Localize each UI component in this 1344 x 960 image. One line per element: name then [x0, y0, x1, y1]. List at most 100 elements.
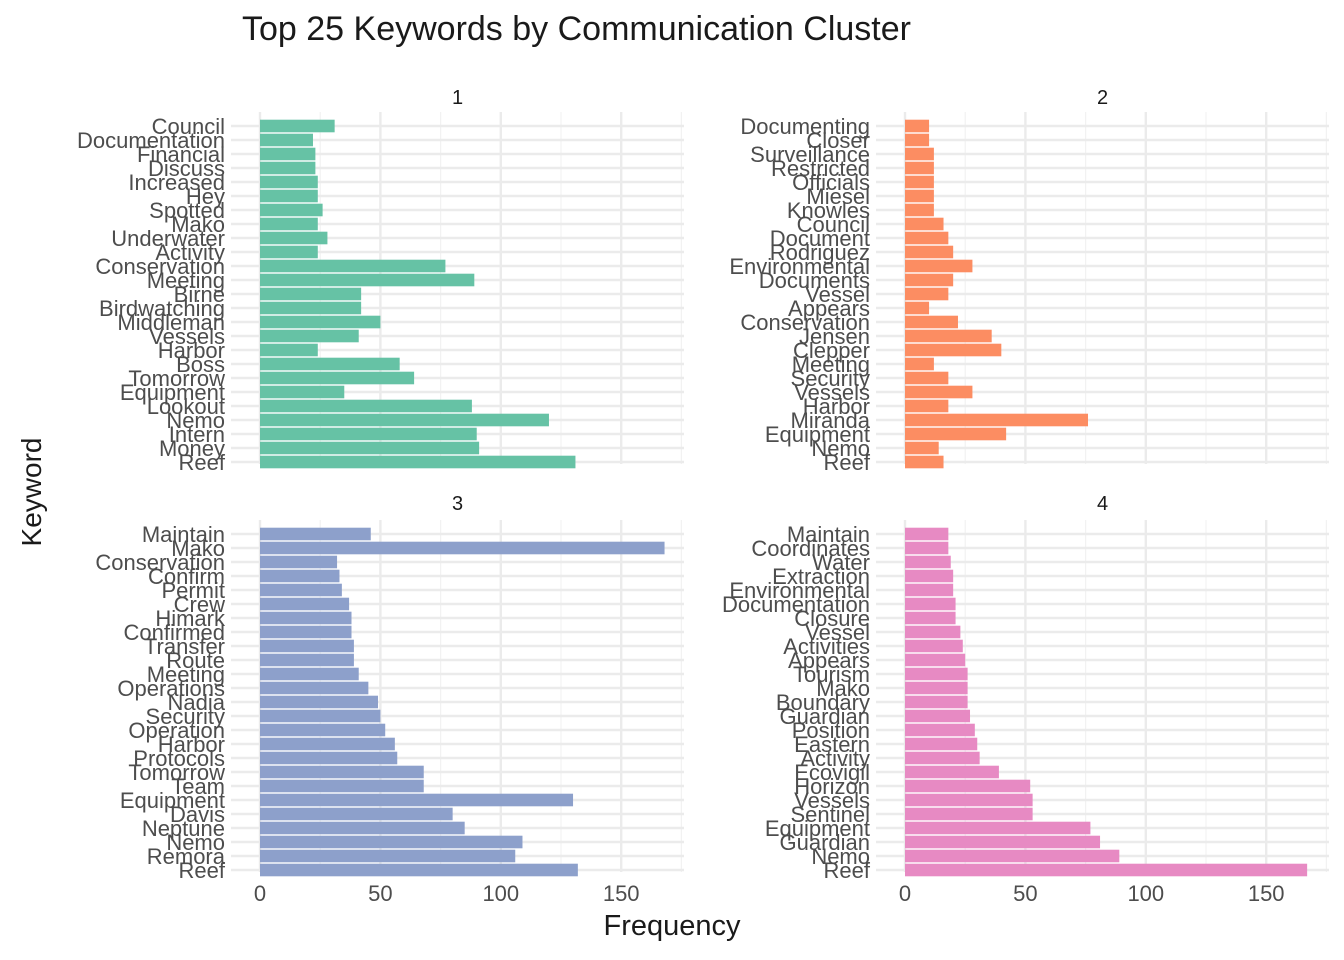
- y-tick-label: Mako: [171, 212, 225, 237]
- y-tick-label: Intern: [169, 422, 225, 447]
- bar: [260, 385, 345, 399]
- bar: [905, 863, 1308, 877]
- bar: [260, 399, 472, 413]
- bar: [260, 583, 342, 597]
- bar: [260, 175, 318, 189]
- bar: [260, 639, 354, 653]
- x-tick-label: 0: [899, 881, 911, 906]
- bar: [905, 455, 944, 469]
- y-tick-label: Nemo: [166, 408, 225, 433]
- bar: [905, 849, 1120, 863]
- bar: [905, 821, 1091, 835]
- y-tick-label: Water: [812, 550, 870, 575]
- y-tick-label: Nemo: [811, 436, 870, 461]
- y-tick-label: Security: [146, 704, 225, 729]
- bar: [905, 217, 944, 231]
- y-tick-label: Extraction: [772, 564, 870, 589]
- y-tick-label: Conservation: [95, 550, 225, 575]
- x-tick-label: 0: [254, 881, 266, 906]
- bar: [260, 793, 574, 807]
- y-tick-label: Financial: [137, 142, 225, 167]
- y-tick-label: Equipment: [765, 422, 870, 447]
- bar: [260, 371, 415, 385]
- bar: [905, 189, 934, 203]
- y-tick-label: Neptune: [142, 816, 225, 841]
- y-tick-label: Remora: [147, 844, 226, 869]
- bar: [905, 161, 934, 175]
- y-tick-label: Officials: [792, 170, 870, 195]
- bar: [905, 287, 949, 301]
- panel-strip-label: 4: [1097, 493, 1108, 515]
- bar: [260, 231, 328, 245]
- bar: [260, 569, 340, 583]
- bar: [260, 611, 352, 625]
- y-tick-label: Discuss: [148, 156, 225, 181]
- bar: [905, 413, 1089, 427]
- bar: [260, 653, 354, 667]
- bar: [905, 399, 949, 413]
- bar: [260, 555, 338, 569]
- bar: [260, 189, 318, 203]
- y-tick-label: Harbor: [158, 338, 225, 363]
- bar: [905, 343, 1002, 357]
- y-tick-label: Vessel: [805, 620, 870, 645]
- y-tick-label: Tourism: [793, 662, 870, 687]
- bar: [260, 455, 576, 469]
- y-axis-label: Keyword: [16, 437, 47, 547]
- bar: [260, 343, 318, 357]
- bar: [260, 821, 465, 835]
- bar: [905, 119, 930, 133]
- y-tick-label: Increased: [128, 170, 225, 195]
- y-tick-label: Spotted: [149, 198, 225, 223]
- y-tick-label: Tomorrow: [128, 760, 225, 785]
- y-tick-label: Surveillance: [750, 142, 870, 167]
- y-tick-label: Environmental: [729, 254, 870, 279]
- y-tick-label: Equipment: [765, 816, 870, 841]
- y-tick-label: Team: [171, 774, 225, 799]
- y-tick-label: Documentation: [77, 128, 225, 153]
- bar: [905, 357, 934, 371]
- bar: [905, 441, 939, 455]
- bar: [260, 597, 350, 611]
- bar: [260, 161, 316, 175]
- bar: [260, 203, 323, 217]
- bar: [905, 133, 930, 147]
- bar: [905, 259, 973, 273]
- bar: [260, 301, 362, 315]
- bar: [905, 611, 956, 625]
- x-tick-label: 150: [1248, 881, 1285, 906]
- y-tick-label: Meeting: [792, 352, 870, 377]
- y-tick-label: Permit: [161, 578, 225, 603]
- y-tick-label: Vessels: [794, 380, 870, 405]
- y-tick-label: Maintain: [142, 522, 225, 547]
- y-tick-label: Confirm: [148, 564, 225, 589]
- bar: [260, 625, 352, 639]
- y-tick-label: Eastern: [794, 732, 870, 757]
- y-tick-label: Clepper: [793, 338, 870, 363]
- y-tick-label: Appears: [788, 648, 870, 673]
- y-tick-label: Meeting: [147, 662, 225, 687]
- y-tick-label: Coordinates: [751, 536, 870, 561]
- bar: [260, 695, 378, 709]
- bar: [260, 259, 446, 273]
- bar: [905, 695, 968, 709]
- y-tick-label: Harbor: [158, 732, 225, 757]
- bar: [260, 723, 386, 737]
- bar: [905, 681, 968, 695]
- y-tick-label: Route: [166, 648, 225, 673]
- bar: [905, 765, 999, 779]
- y-tick-label: Documents: [759, 268, 870, 293]
- bar: [260, 681, 369, 695]
- y-tick-label: Maintain: [787, 522, 870, 547]
- y-tick-label: Guardian: [779, 704, 870, 729]
- bar: [260, 441, 480, 455]
- bar: [905, 329, 992, 343]
- bar: [260, 217, 318, 231]
- y-tick-label: Conservation: [740, 310, 870, 335]
- y-tick-label: Document: [770, 226, 870, 251]
- y-tick-label: Knowles: [787, 198, 870, 223]
- y-tick-label: Hey: [186, 184, 225, 209]
- y-tick-label: Environmental: [729, 578, 870, 603]
- y-tick-label: Birne: [174, 282, 225, 307]
